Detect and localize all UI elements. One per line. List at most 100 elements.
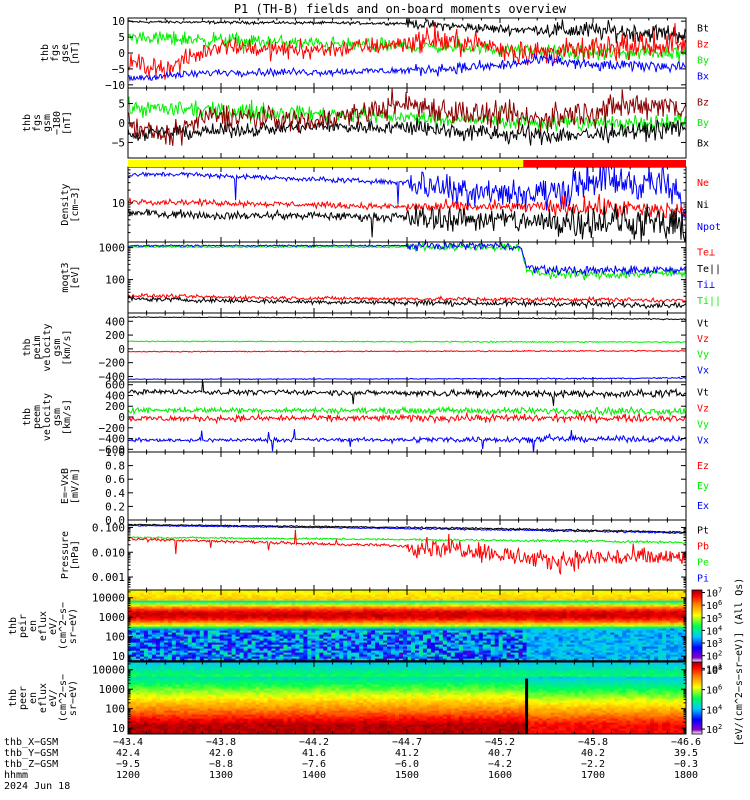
spectrogram-cell — [510, 642, 516, 645]
spectrogram-cell — [303, 594, 308, 597]
spectrogram-cell — [526, 644, 532, 647]
spectrogram-cell — [470, 616, 476, 619]
spectrogram-cell — [466, 646, 472, 649]
spectrogram-cell — [167, 600, 173, 603]
spectrogram-cell — [414, 630, 420, 633]
spectrogram-cell — [155, 624, 161, 627]
spectrogram-cell — [662, 644, 667, 647]
spectrogram-cell — [211, 592, 217, 595]
spectrogram-cell — [303, 626, 308, 629]
spectrogram-cell — [139, 624, 145, 627]
spectrogram-cell — [263, 626, 269, 629]
spectrogram-cell — [187, 626, 193, 629]
spectrogram-cell — [131, 614, 137, 617]
spectrogram-cell — [442, 618, 448, 621]
spectrogram-cell — [510, 592, 516, 595]
spectrogram-cell — [331, 634, 336, 637]
spectrogram-cell — [574, 598, 579, 601]
spectrogram-cell — [367, 604, 372, 607]
spectrogram-cell — [594, 646, 599, 649]
spectrogram-cell — [598, 634, 603, 637]
spectrogram-cell — [135, 600, 141, 603]
spectrogram-cell — [586, 634, 591, 637]
spectrogram-cell — [395, 628, 400, 631]
spectrogram-cell — [534, 648, 540, 651]
spectrogram-cell — [646, 620, 651, 623]
spectrogram-cell — [534, 650, 540, 653]
spectrogram-cell — [534, 626, 540, 629]
spectrogram-cell — [590, 646, 595, 649]
spectrogram-cell — [614, 636, 619, 639]
spectrogram-cell — [387, 612, 392, 615]
spectrogram-cell — [566, 626, 572, 629]
spectrogram-cell — [191, 602, 197, 605]
spectrogram-cell — [395, 620, 400, 623]
spectrogram-cell — [650, 638, 655, 641]
spectrogram-cell — [410, 620, 416, 623]
spectrogram-cell — [331, 648, 336, 651]
spectrogram-cell — [510, 620, 516, 623]
spectrogram-cell — [614, 624, 619, 627]
spectrogram-cell — [311, 606, 316, 609]
spectrogram-cell — [578, 600, 583, 603]
spectrogram-cell — [598, 648, 603, 651]
spectrogram-cell — [351, 644, 356, 647]
spectrogram-cell — [299, 612, 304, 615]
spectrogram-cell — [470, 644, 476, 647]
spectrogram-cell — [131, 644, 137, 647]
spectrogram-cell — [367, 616, 372, 619]
series-peem-velocity-Vx — [128, 428, 686, 452]
spectrogram-cell — [586, 650, 591, 653]
spectrogram-cell — [494, 592, 500, 595]
spectrogram-cell — [307, 620, 312, 623]
spectrogram-cell — [135, 628, 141, 631]
spectrogram-cell — [506, 634, 512, 637]
spectrogram-cell — [422, 610, 428, 613]
spectrogram-cell — [526, 648, 532, 651]
spectrogram-cell — [506, 638, 512, 641]
spectrogram-cell — [474, 624, 480, 627]
spectrogram-cell — [231, 616, 237, 619]
spectrogram-cell — [630, 640, 635, 643]
spectrogram-cell — [147, 602, 153, 605]
spectrogram-cell — [630, 596, 635, 599]
spectrogram-cell — [311, 628, 316, 631]
spectrogram-cell — [426, 592, 432, 595]
spectrogram-cell — [255, 592, 261, 595]
spectrogram-cell — [359, 640, 364, 643]
spectrogram-cell — [203, 638, 209, 641]
spectrogram-cell — [454, 610, 460, 613]
spectrogram-cell — [351, 630, 356, 633]
spectrogram-cell — [482, 636, 488, 639]
spectrogram-cell — [343, 622, 348, 625]
spectrogram-cell — [167, 636, 173, 639]
spectrogram-cell — [375, 598, 380, 601]
spectrogram-cell — [482, 640, 488, 643]
spectrogram-cell — [422, 612, 428, 615]
spectrogram-cell — [418, 616, 424, 619]
spectrogram-cell — [347, 640, 352, 643]
spectrogram-cell — [534, 604, 540, 607]
spectrogram-cell — [650, 624, 655, 627]
spectrogram-cell — [590, 618, 595, 621]
spectrogram-cell — [187, 620, 193, 623]
spectrogram-cell — [466, 630, 472, 633]
spectrogram-cell — [566, 606, 572, 609]
spectrogram-cell — [426, 644, 432, 647]
spectrogram-cell — [678, 606, 683, 609]
spectrogram-cell — [211, 616, 217, 619]
spectrogram-cell — [171, 600, 177, 603]
spectrogram-cell — [598, 650, 603, 653]
spectrogram-cell — [542, 646, 548, 649]
spectrogram-cell — [462, 600, 468, 603]
spectrogram-cell — [291, 656, 296, 659]
spectrogram-cell — [271, 612, 277, 615]
spectrogram-cell — [359, 612, 364, 615]
spectrogram-cell — [407, 616, 412, 619]
spectrogram-cell — [371, 606, 376, 609]
spectrogram-cell — [554, 636, 560, 639]
spectrogram-cell — [231, 628, 237, 631]
spectrogram-cell — [622, 636, 627, 639]
spectrogram-cell — [586, 644, 591, 647]
spectrogram-cell — [630, 628, 635, 631]
